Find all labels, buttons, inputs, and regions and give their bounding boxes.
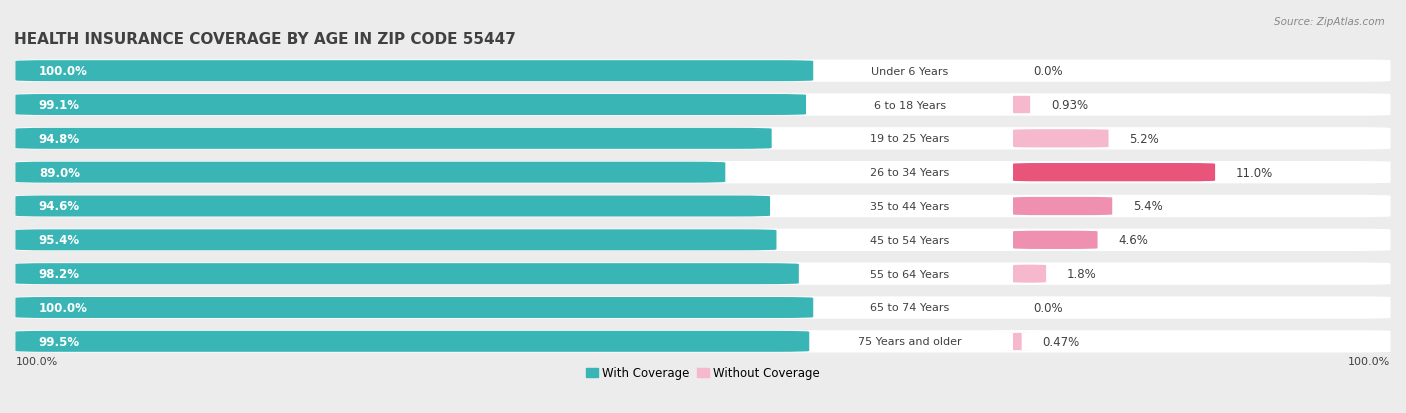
Text: 35 to 44 Years: 35 to 44 Years [870,202,949,211]
Text: 4.6%: 4.6% [1118,234,1149,247]
FancyBboxPatch shape [15,95,806,116]
FancyBboxPatch shape [15,60,1391,83]
Text: HEALTH INSURANCE COVERAGE BY AGE IN ZIP CODE 55447: HEALTH INSURANCE COVERAGE BY AGE IN ZIP … [14,32,516,47]
FancyBboxPatch shape [15,128,1391,150]
FancyBboxPatch shape [15,229,1391,252]
FancyBboxPatch shape [15,61,813,82]
Text: 1.8%: 1.8% [1067,268,1097,280]
FancyBboxPatch shape [15,161,1391,184]
FancyBboxPatch shape [15,263,1391,285]
FancyBboxPatch shape [15,297,813,318]
FancyBboxPatch shape [15,128,772,150]
FancyBboxPatch shape [1012,130,1108,148]
FancyBboxPatch shape [1002,96,1040,114]
Text: 100.0%: 100.0% [39,301,87,314]
FancyBboxPatch shape [15,297,1391,319]
Text: 0.0%: 0.0% [1033,301,1063,314]
Text: 55 to 64 Years: 55 to 64 Years [870,269,949,279]
Legend: With Coverage, Without Coverage: With Coverage, Without Coverage [581,362,825,384]
Text: 75 Years and older: 75 Years and older [858,337,962,347]
Text: 19 to 25 Years: 19 to 25 Years [870,134,949,144]
Text: 95.4%: 95.4% [39,234,80,247]
FancyBboxPatch shape [15,330,1391,353]
FancyBboxPatch shape [1012,231,1098,249]
Text: 99.5%: 99.5% [39,335,80,348]
FancyBboxPatch shape [15,263,799,285]
Text: 89.0%: 89.0% [39,166,80,179]
Text: 65 to 74 Years: 65 to 74 Years [870,303,949,313]
Text: 100.0%: 100.0% [39,65,87,78]
FancyBboxPatch shape [15,230,776,251]
Text: 26 to 34 Years: 26 to 34 Years [870,168,949,178]
Text: 5.4%: 5.4% [1133,200,1163,213]
FancyBboxPatch shape [15,196,770,217]
FancyBboxPatch shape [1012,164,1215,182]
Text: Under 6 Years: Under 6 Years [872,66,948,76]
FancyBboxPatch shape [15,331,810,352]
FancyBboxPatch shape [15,94,1391,116]
FancyBboxPatch shape [1012,265,1046,283]
Text: 98.2%: 98.2% [39,268,80,280]
Text: 0.47%: 0.47% [1042,335,1080,348]
Text: 45 to 54 Years: 45 to 54 Years [870,235,949,245]
Text: 0.93%: 0.93% [1050,99,1088,112]
Text: 11.0%: 11.0% [1236,166,1272,179]
Text: 100.0%: 100.0% [1348,356,1391,366]
Text: 0.0%: 0.0% [1033,65,1063,78]
Text: 94.8%: 94.8% [39,133,80,145]
FancyBboxPatch shape [1012,197,1112,216]
Text: 100.0%: 100.0% [15,356,58,366]
Text: 6 to 18 Years: 6 to 18 Years [873,100,946,110]
FancyBboxPatch shape [15,195,1391,218]
Text: Source: ZipAtlas.com: Source: ZipAtlas.com [1274,17,1385,26]
FancyBboxPatch shape [994,332,1040,351]
Text: 99.1%: 99.1% [39,99,80,112]
Text: 94.6%: 94.6% [39,200,80,213]
Text: 5.2%: 5.2% [1129,133,1159,145]
FancyBboxPatch shape [15,162,725,183]
